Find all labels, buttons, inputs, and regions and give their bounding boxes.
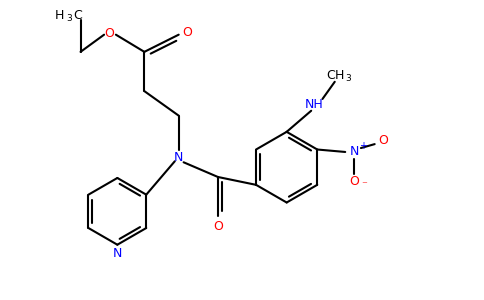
Text: ⁻: ⁻ [361,180,367,190]
Text: NH: NH [304,98,323,111]
Text: N: N [113,247,122,260]
Text: O: O [378,134,389,147]
Text: O: O [182,26,193,39]
Text: C: C [326,69,335,82]
Text: O: O [104,27,114,40]
Text: N: N [349,146,359,158]
Text: O: O [213,220,223,232]
Text: O: O [349,175,359,188]
Text: H: H [55,8,65,22]
Text: +: + [359,141,367,151]
Text: C: C [73,8,82,22]
Text: H: H [334,69,344,82]
Text: 3: 3 [345,74,351,83]
Text: 3: 3 [66,14,72,23]
Text: N: N [174,151,183,164]
